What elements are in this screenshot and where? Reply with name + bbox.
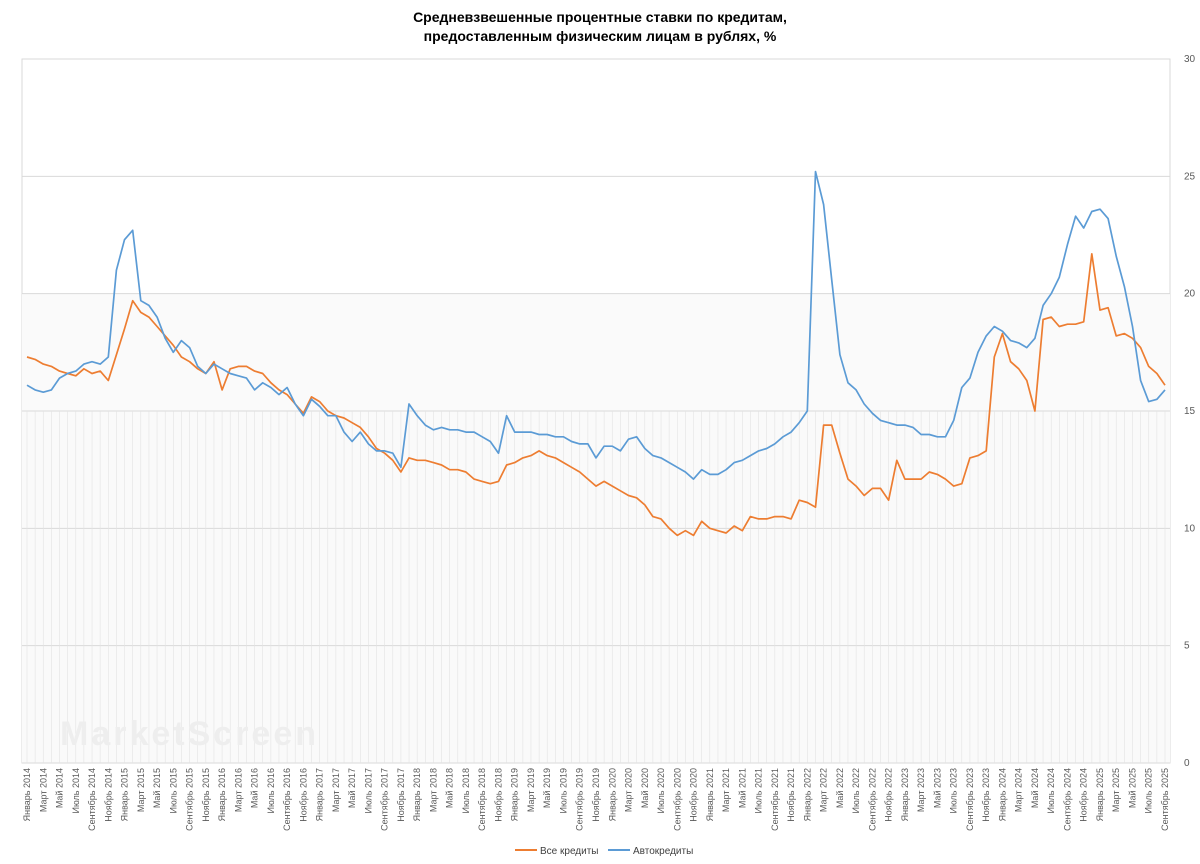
x-tick-label: Май 2025 (1127, 768, 1137, 808)
y-tick-label: 10 (1184, 523, 1196, 534)
x-tick-label: Май 2022 (835, 768, 845, 808)
x-tick-label: Июль 2017 (363, 768, 373, 813)
x-tick-label: Май 2016 (250, 768, 260, 808)
y-axis: 0 5 10 15 20 25 30 (1184, 54, 1196, 769)
x-tick-label: Июль 2014 (71, 768, 81, 813)
x-tick-label: Сентябрь 2022 (867, 768, 877, 831)
x-tick-label: Ноябрь 2016 (298, 768, 308, 822)
legend: Все кредиты Автокредиты (515, 846, 693, 857)
y-tick-label: 5 (1184, 641, 1190, 652)
y-tick-label: 0 (1184, 758, 1190, 769)
x-tick-label: Март 2017 (331, 768, 341, 812)
x-tick-label: Ноябрь 2020 (689, 768, 699, 822)
x-tick-label: Июль 2024 (1046, 768, 1056, 813)
x-tick-label: Июль 2020 (656, 768, 666, 813)
y-tick-label: 15 (1184, 406, 1196, 417)
x-tick-label: Июль 2019 (558, 768, 568, 813)
x-tick-label: Март 2024 (1014, 768, 1024, 812)
x-tick-label: Май 2017 (347, 768, 357, 808)
x-tick-label: Сентябрь 2024 (1062, 768, 1072, 831)
x-tick-label: Май 2014 (55, 768, 65, 808)
x-tick-label: Март 2021 (721, 768, 731, 812)
x-tick-label: Июль 2021 (754, 768, 764, 813)
x-tick-label: Январь 2019 (510, 768, 520, 821)
x-tick-label: Март 2016 (233, 768, 243, 812)
x-tick-label: Январь 2015 (120, 768, 130, 821)
x-tick-label: Март 2014 (38, 768, 48, 812)
legend-label-all-credits: Все кредиты (540, 846, 598, 857)
x-tick-label: Сентябрь 2014 (87, 768, 97, 831)
gridlines (22, 58, 1170, 764)
x-tick-label: Сентябрь 2023 (965, 768, 975, 831)
x-tick-label: Июль 2018 (461, 768, 471, 813)
x-tick-label: Январь 2021 (705, 768, 715, 821)
chart-title: Средневзвешенные процентные ставки по кр… (0, 8, 1200, 46)
y-tick-label: 30 (1184, 54, 1196, 65)
x-tick-label: Сентябрь 2019 (575, 768, 585, 831)
x-tick-label: Январь 2014 (22, 768, 32, 821)
series-layer (26, 170, 1166, 537)
series-line-all-credits (26, 252, 1166, 537)
x-tick-label: Январь 2025 (1095, 768, 1105, 821)
x-tick-label: Май 2018 (445, 768, 455, 808)
x-tick-label: Сентябрь 2017 (380, 768, 390, 831)
x-tick-label: Январь 2018 (412, 768, 422, 821)
x-tick-label: Март 2025 (1111, 768, 1121, 812)
x-tick-label: Июль 2015 (168, 768, 178, 813)
x-tick-label: Март 2023 (916, 768, 926, 812)
series-line-auto-credits (26, 170, 1166, 480)
x-tick-label: Март 2015 (136, 768, 146, 812)
x-tick-label: Июль 2025 (1144, 768, 1154, 813)
x-tick-label: Июль 2016 (266, 768, 276, 813)
x-tick-label: Сентябрь 2015 (185, 768, 195, 831)
x-tick-label: Январь 2024 (997, 768, 1007, 821)
x-tick-label: Ноябрь 2019 (591, 768, 601, 822)
x-tick-label: Июль 2023 (949, 768, 959, 813)
x-tick-label: Ноябрь 2021 (786, 768, 796, 822)
x-tick-label: Январь 2017 (315, 768, 325, 821)
watermark-text: MarketScreen (60, 715, 319, 753)
x-tick-label: Май 2021 (737, 768, 747, 808)
x-tick-label: Ноябрь 2024 (1079, 768, 1089, 822)
x-tick-label: Январь 2016 (217, 768, 227, 821)
x-tick-label: Март 2018 (428, 768, 438, 812)
y-tick-label: 25 (1184, 171, 1196, 182)
chart-title-line-1: Средневзвешенные процентные ставки по кр… (413, 9, 787, 25)
x-tick-label: Январь 2023 (900, 768, 910, 821)
x-tick-label: Ноябрь 2023 (981, 768, 991, 822)
x-tick-label: Сентябрь 2020 (672, 768, 682, 831)
x-tick-label: Сентябрь 2021 (770, 768, 780, 831)
x-tick-label: Сентябрь 2025 (1160, 768, 1170, 831)
x-tick-label: Июль 2022 (851, 768, 861, 813)
x-axis: Январь 2014 Март 2014 Май 2014 Июль 2014 Сен… (22, 768, 1170, 831)
x-tick-label: Ноябрь 2022 (884, 768, 894, 822)
x-tick-label: Май 2024 (1030, 768, 1040, 808)
legend-label-auto-credits: Автокредиты (633, 846, 693, 857)
x-tick-label: Ноябрь 2014 (103, 768, 113, 822)
x-tick-label: Январь 2022 (802, 768, 812, 821)
x-tick-label: Ноябрь 2017 (396, 768, 406, 822)
y-tick-label: 20 (1184, 289, 1196, 300)
x-tick-label: Май 2023 (932, 768, 942, 808)
x-tick-label: Ноябрь 2018 (493, 768, 503, 822)
x-tick-label: Сентябрь 2018 (477, 768, 487, 831)
x-tick-label: Май 2020 (640, 768, 650, 808)
x-tick-label: Март 2020 (624, 768, 634, 812)
x-tick-label: Май 2015 (152, 768, 162, 808)
x-tick-label: Май 2019 (542, 768, 552, 808)
x-tick-label: Ноябрь 2015 (201, 768, 211, 822)
x-tick-label: Сентябрь 2016 (282, 768, 292, 831)
x-tick-label: Март 2022 (819, 768, 829, 812)
chart-title-line-2: предоставленным физическим лицам в рубля… (423, 28, 777, 44)
x-tick-label: Январь 2020 (607, 768, 617, 821)
x-tick-label: Март 2019 (526, 768, 536, 812)
